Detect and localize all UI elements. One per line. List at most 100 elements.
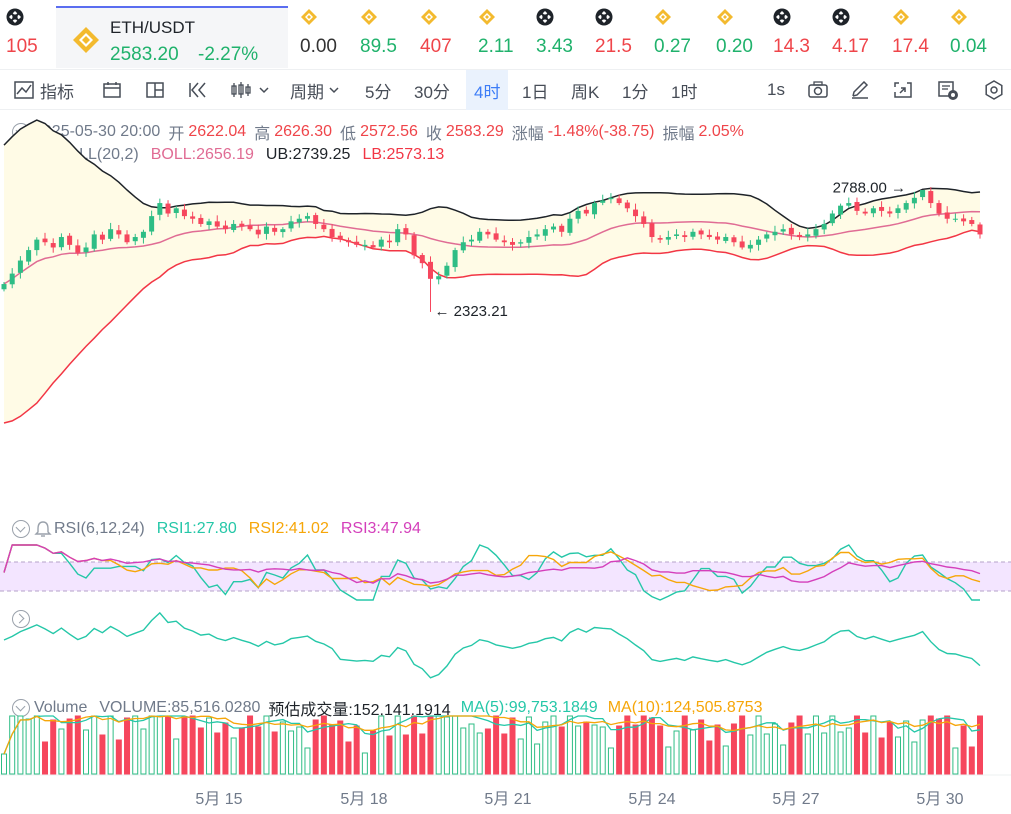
candle-body xyxy=(895,208,901,213)
change-label: 涨幅 xyxy=(511,126,544,143)
candle-body xyxy=(911,197,917,204)
draw-button[interactable] xyxy=(850,70,870,110)
candle-body xyxy=(879,206,885,211)
volume-bar xyxy=(345,741,352,775)
candle-body xyxy=(263,226,269,234)
interval-week[interactable]: 周K xyxy=(571,82,600,102)
volume-bar xyxy=(148,715,155,775)
candle-body xyxy=(1,284,7,290)
ticker-item[interactable]: 14.3 xyxy=(773,8,831,68)
candle-body xyxy=(493,233,499,240)
refresh-rate-button[interactable]: 1s xyxy=(767,80,785,99)
ticker-item[interactable]: 105 xyxy=(6,8,48,68)
interval-1d[interactable]: 1日 xyxy=(522,82,549,102)
collapse-toggle-icon[interactable] xyxy=(12,146,30,164)
rsi1-line xyxy=(3,544,980,601)
ticker-item-price: 2.11 xyxy=(478,36,514,57)
volume-bar xyxy=(197,727,204,775)
ticker-item-price: 4.17 xyxy=(832,36,869,57)
volume-bar xyxy=(419,733,426,775)
candle-body xyxy=(272,227,278,232)
settings-button[interactable] xyxy=(984,70,1004,110)
volume-bar xyxy=(853,715,860,775)
volume-bar xyxy=(329,724,336,775)
depth-button[interactable] xyxy=(937,70,959,110)
ticker-item[interactable]: 0.27 xyxy=(654,8,712,68)
ticker-item-price: 21.5 xyxy=(595,36,632,57)
ticker-item[interactable]: 21.5 xyxy=(595,8,653,68)
collapse-toggle-icon[interactable] xyxy=(12,699,30,717)
rsi2-line xyxy=(3,544,981,592)
volume-bar xyxy=(575,725,582,775)
candle-body xyxy=(518,242,524,244)
ticker-item-eth-usdt[interactable]: ETH/USDT 2583.20 -2.27% xyxy=(56,6,288,68)
interval-5m[interactable]: 5分 xyxy=(365,82,392,102)
ticker-item[interactable]: 407 xyxy=(420,8,478,68)
volume-bar xyxy=(886,721,893,775)
volume-bar xyxy=(796,715,803,775)
collapse-toggle-icon[interactable] xyxy=(12,520,30,538)
candle-body xyxy=(657,238,663,240)
split-view-button[interactable] xyxy=(145,70,165,110)
candle-body xyxy=(337,235,343,240)
candle-body xyxy=(559,225,565,232)
fullscreen-button[interactable] xyxy=(893,70,913,110)
candle-body xyxy=(624,202,630,209)
volume-bar xyxy=(755,715,762,775)
interval-1h[interactable]: 1时 xyxy=(671,82,698,102)
ticker-icon-wrap xyxy=(832,8,890,26)
candle-body xyxy=(67,235,73,245)
x-axis-label: 5月 27 xyxy=(772,791,819,808)
binance-logo-icon xyxy=(717,9,733,25)
rsi-name: RSI(6,12,24) xyxy=(54,520,145,537)
layout-button[interactable] xyxy=(102,70,122,110)
ticker-item[interactable]: 0.00 xyxy=(300,8,358,68)
candle-body xyxy=(140,231,146,238)
candle-body xyxy=(747,244,753,249)
ticker-item-price: 105 xyxy=(6,36,38,57)
candle-body xyxy=(108,229,114,239)
interval-4h[interactable]: 4时 xyxy=(466,70,509,110)
volume-bar xyxy=(919,719,926,775)
volume-bar xyxy=(222,722,229,775)
chart-type-button[interactable] xyxy=(230,70,270,110)
screenshot-button[interactable] xyxy=(808,70,828,110)
period-dropdown[interactable]: 周期 xyxy=(290,70,340,110)
ticker-icon-wrap xyxy=(892,8,950,26)
interval-30m[interactable]: 30分 xyxy=(414,82,450,102)
amplitude-label: 振幅 xyxy=(662,126,695,143)
candle-body xyxy=(780,229,786,232)
candle-body xyxy=(206,221,212,226)
candle-body xyxy=(354,241,360,245)
binance-logo-icon xyxy=(951,9,967,25)
bell-icon[interactable] xyxy=(34,146,52,164)
x-axis-label: 5月 21 xyxy=(484,791,531,808)
ticker-item-price: 89.5 xyxy=(360,36,397,57)
ticker-item[interactable]: 0.04 xyxy=(950,8,996,68)
expand-toggle-icon[interactable] xyxy=(12,610,30,628)
volume-ma10: MA(10):124,505.8753 xyxy=(607,699,763,716)
replay-button[interactable] xyxy=(188,70,208,110)
ticker-item[interactable]: 0.20 xyxy=(716,8,774,68)
volume-bar xyxy=(25,718,32,775)
ticker-item[interactable]: 3.43 xyxy=(536,8,594,68)
candle-body xyxy=(411,235,417,256)
collapse-toggle-icon[interactable] xyxy=(12,123,30,141)
interval-1m[interactable]: 1分 xyxy=(622,82,649,102)
volume-bar xyxy=(534,743,541,775)
indicators-button[interactable]: 指标 xyxy=(14,70,74,110)
volume-value: VOLUME:85,516.0280 xyxy=(99,699,261,716)
candle-body xyxy=(165,203,171,214)
volume-bar xyxy=(771,723,778,775)
volume-bar xyxy=(747,734,754,775)
ticker-item[interactable]: 4.17 xyxy=(832,8,890,68)
volume-bar xyxy=(804,733,811,775)
chevron-down-icon xyxy=(329,87,339,94)
ticker-item[interactable]: 17.4 xyxy=(892,8,950,68)
candle-body xyxy=(9,273,15,285)
ticker-item[interactable]: 2.11 xyxy=(478,8,536,68)
candle-body xyxy=(649,223,655,238)
binance-ex-icon xyxy=(6,8,24,26)
ticker-item[interactable]: 89.5 xyxy=(360,8,418,68)
bell-icon[interactable] xyxy=(34,520,52,538)
